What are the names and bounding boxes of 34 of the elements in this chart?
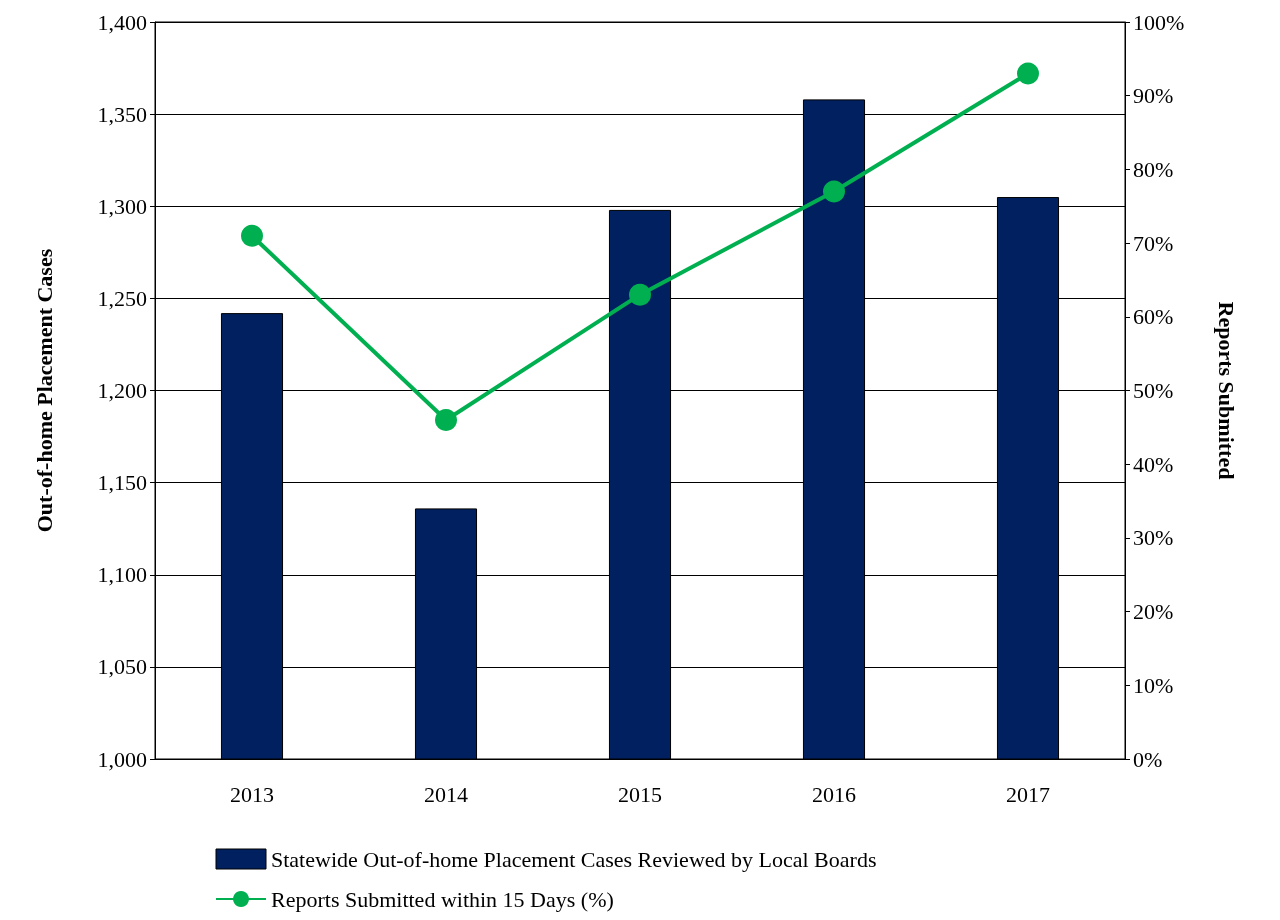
- legend-label: Reports Submitted within 15 Days (%): [271, 886, 614, 912]
- x-tick-label: 2016: [812, 781, 856, 807]
- point: [1017, 62, 1039, 85]
- x-tick-label: 2014: [424, 781, 468, 807]
- y2-tick-label: 10%: [1133, 672, 1174, 698]
- y-tick-label: 1,200: [97, 378, 147, 403]
- y2-tick-label: 60%: [1133, 304, 1174, 330]
- y-tick-label: 1,400: [97, 9, 147, 35]
- y2-axis-title: Reports Submitted: [1213, 301, 1239, 480]
- point: [823, 180, 845, 203]
- y-axis-title: Out-of-home Placement Cases: [31, 248, 57, 533]
- y2-tick-label: 70%: [1133, 230, 1174, 256]
- x-tick-label: 2015: [618, 781, 662, 807]
- y2-tick-label: 80%: [1133, 156, 1174, 182]
- y2-tick-label: 20%: [1133, 599, 1174, 625]
- y2-tick-label: 100%: [1133, 9, 1185, 35]
- point: [241, 224, 263, 247]
- y-tick-label: 1,050: [97, 654, 147, 680]
- y2-tick-label: 0%: [1133, 746, 1163, 772]
- y-tick-label: 1,100: [97, 562, 147, 588]
- x-tick-label: 2013: [230, 781, 274, 807]
- y-tick-label: 1,000: [97, 746, 147, 772]
- y2-tick-label: 40%: [1133, 451, 1174, 477]
- point: [435, 408, 457, 431]
- y2-tick-label: 30%: [1133, 525, 1174, 551]
- x-tick-label: 2017: [1006, 781, 1050, 807]
- y2-tick-label: 90%: [1133, 83, 1174, 109]
- y2-tick-label: 50%: [1133, 378, 1174, 403]
- point: [629, 283, 651, 306]
- y-tick-label: 1,300: [97, 193, 147, 219]
- y-tick-label: 1,150: [97, 470, 147, 496]
- y-tick-label: 1,350: [97, 101, 147, 127]
- y-tick-label: 1,250: [97, 285, 147, 311]
- legend-label: Statewide Out-of-home Placement Cases Reviewed by Local Boards: [271, 846, 877, 872]
